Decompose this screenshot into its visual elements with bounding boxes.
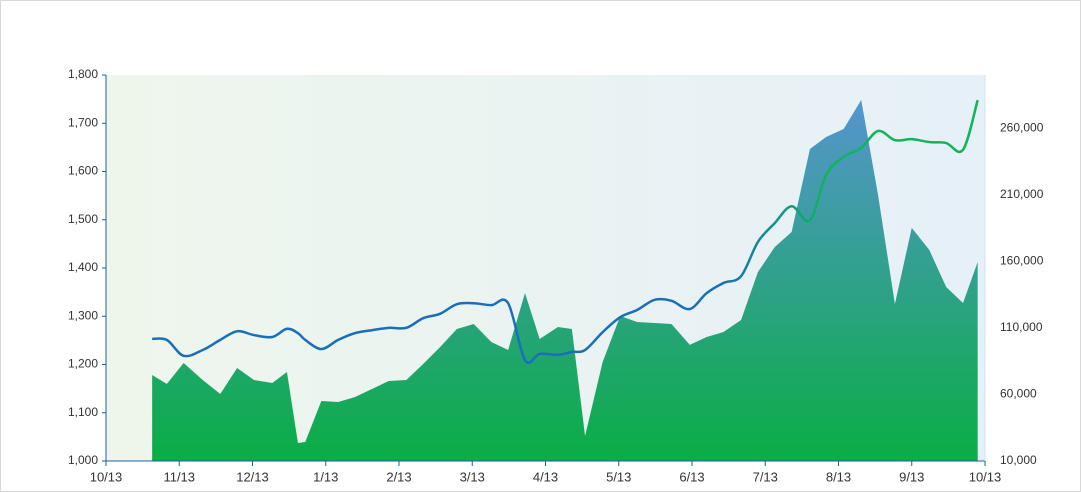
y-tick-label: 1,700 [68,115,98,129]
x-tick-label: 1/13 [313,469,338,484]
y-tick-label: 1,400 [68,260,98,274]
x-tick-label: 9/13 [899,469,924,484]
x-tick-label: 4/13 [533,469,558,484]
y2-tick-label: 260,000 [1000,120,1044,134]
y2-tick-label: 60,000 [1000,387,1037,401]
x-tick-label: 10/13 [969,469,1002,484]
y-tick-label: 1,300 [68,308,98,322]
x-tick-label: 8/13 [826,469,851,484]
y-tick-label: 1,000 [68,453,98,467]
x-tick-label: 7/13 [753,469,778,484]
y2-tick-label: 110,000 [1000,320,1043,334]
x-tick-label: 10/13 [90,469,123,484]
x-tick-label: 3/13 [460,469,485,484]
y2-tick-label: 160,000 [1000,254,1044,268]
y-tick-label: 1,100 [68,405,98,419]
y-tick-label: 1,600 [68,164,98,178]
x-tick-label: 2/13 [386,469,411,484]
y-tick-label: 1,500 [68,212,98,226]
area [152,100,978,462]
y-tick-label: 1,200 [68,357,98,371]
y-tick-label: 1,800 [68,67,98,81]
x-tick-label: 12/13 [236,469,269,484]
y2-tick-label: 10,000 [1000,453,1037,467]
x-tick-label: 11/13 [163,469,195,484]
line [152,99,979,365]
x-tick-label: 6/13 [679,469,704,484]
x-tick-label: 5/13 [606,469,631,484]
y2-tick-label: 210,000 [1000,187,1044,201]
